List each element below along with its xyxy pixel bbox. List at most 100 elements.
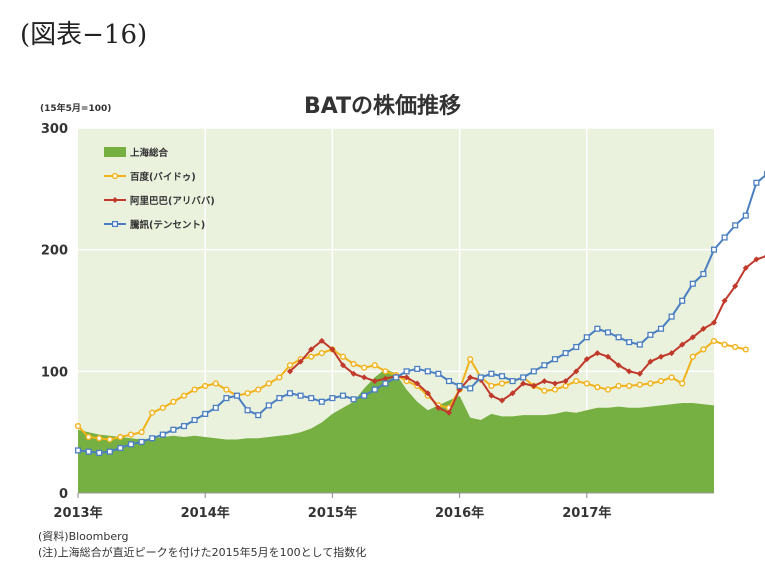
data-point [149, 409, 156, 416]
data-point [170, 398, 177, 405]
legend-marker [111, 220, 119, 228]
data-point [647, 380, 654, 387]
area-layer [78, 368, 714, 493]
data-point [488, 392, 495, 399]
data-point [74, 422, 82, 430]
data-point [170, 426, 177, 433]
data-point [710, 337, 718, 345]
axis-layer: 0 100 200 300 2013年 2014年 2015年 2016年 2017年 [41, 122, 714, 521]
data-point [318, 337, 325, 344]
data-point [424, 368, 431, 375]
data-point [106, 436, 113, 443]
source-note: (資料)Bloomberg [38, 530, 129, 543]
data-point [498, 373, 506, 380]
data-point [339, 392, 347, 399]
data-point [117, 433, 124, 441]
data-point [636, 370, 643, 377]
data-point [223, 395, 230, 402]
data-point [732, 283, 739, 290]
data-point [308, 353, 315, 360]
data-point [350, 370, 357, 377]
data-point [382, 368, 389, 375]
data-point [159, 404, 166, 411]
data-point [583, 334, 590, 341]
data-point [732, 222, 739, 229]
data-point [127, 441, 135, 448]
data-point [679, 341, 686, 348]
data-point [594, 350, 601, 357]
data-point [562, 382, 569, 390]
data-point [212, 404, 219, 411]
data-point [467, 385, 474, 392]
data-point [318, 398, 325, 405]
grid-lines [78, 127, 714, 493]
data-point [414, 365, 421, 372]
data-point [753, 179, 760, 186]
series-line-1 [77, 339, 747, 441]
data-point [403, 374, 410, 381]
data-point [255, 412, 262, 419]
data-point [308, 395, 315, 402]
data-point [202, 410, 209, 417]
x-tick-label: 2017年 [562, 505, 611, 521]
data-point [530, 368, 537, 375]
line-layer [74, 171, 765, 456]
data-point [435, 404, 442, 411]
data-point [85, 448, 92, 455]
data-point [85, 433, 92, 441]
data-point [604, 386, 612, 393]
data-point [636, 381, 643, 388]
data-point [551, 386, 559, 393]
data-point [710, 246, 718, 253]
data-point [689, 280, 696, 287]
data-point [615, 362, 622, 369]
data-point [202, 382, 209, 390]
data-point [329, 346, 336, 353]
data-point [477, 374, 484, 381]
data-point [265, 380, 272, 387]
data-point [594, 384, 601, 391]
data-point [742, 264, 749, 271]
figure-label: (図表−16) [20, 20, 148, 50]
data-point [127, 431, 135, 438]
data-point [371, 386, 378, 393]
data-point [361, 374, 368, 381]
legend-label: 騰訊(テンセント) [130, 219, 205, 231]
data-point [233, 392, 241, 399]
legend-label: 阿里巴巴(アリババ) [130, 195, 215, 207]
data-point [382, 375, 389, 382]
data-point [689, 353, 696, 360]
data-point [467, 356, 474, 363]
data-point [340, 362, 346, 369]
x-tick-label: 2013年 [53, 505, 102, 521]
data-point [96, 449, 103, 456]
data-point [392, 374, 400, 381]
data-point [668, 350, 675, 357]
data-point [350, 396, 357, 403]
data-point [223, 386, 230, 393]
data-point [626, 382, 633, 390]
data-point [626, 368, 633, 375]
data-point [403, 368, 410, 375]
data-point [509, 390, 516, 397]
data-point [636, 341, 643, 348]
legend-marker [112, 197, 118, 203]
data-point [679, 380, 686, 387]
data-point [700, 346, 707, 353]
data-point [562, 350, 569, 357]
data-point [286, 362, 294, 369]
data-point [424, 390, 431, 397]
data-point [604, 329, 612, 336]
data-point [615, 382, 622, 390]
data-point [308, 346, 315, 353]
data-point [318, 349, 325, 357]
data-point [138, 429, 145, 436]
data-point [573, 368, 580, 375]
data-point [742, 346, 749, 353]
data-point [117, 444, 124, 452]
data-point [626, 339, 633, 346]
data-point [287, 368, 293, 375]
data-point [552, 380, 558, 387]
data-point [339, 353, 347, 360]
data-point [583, 356, 590, 363]
